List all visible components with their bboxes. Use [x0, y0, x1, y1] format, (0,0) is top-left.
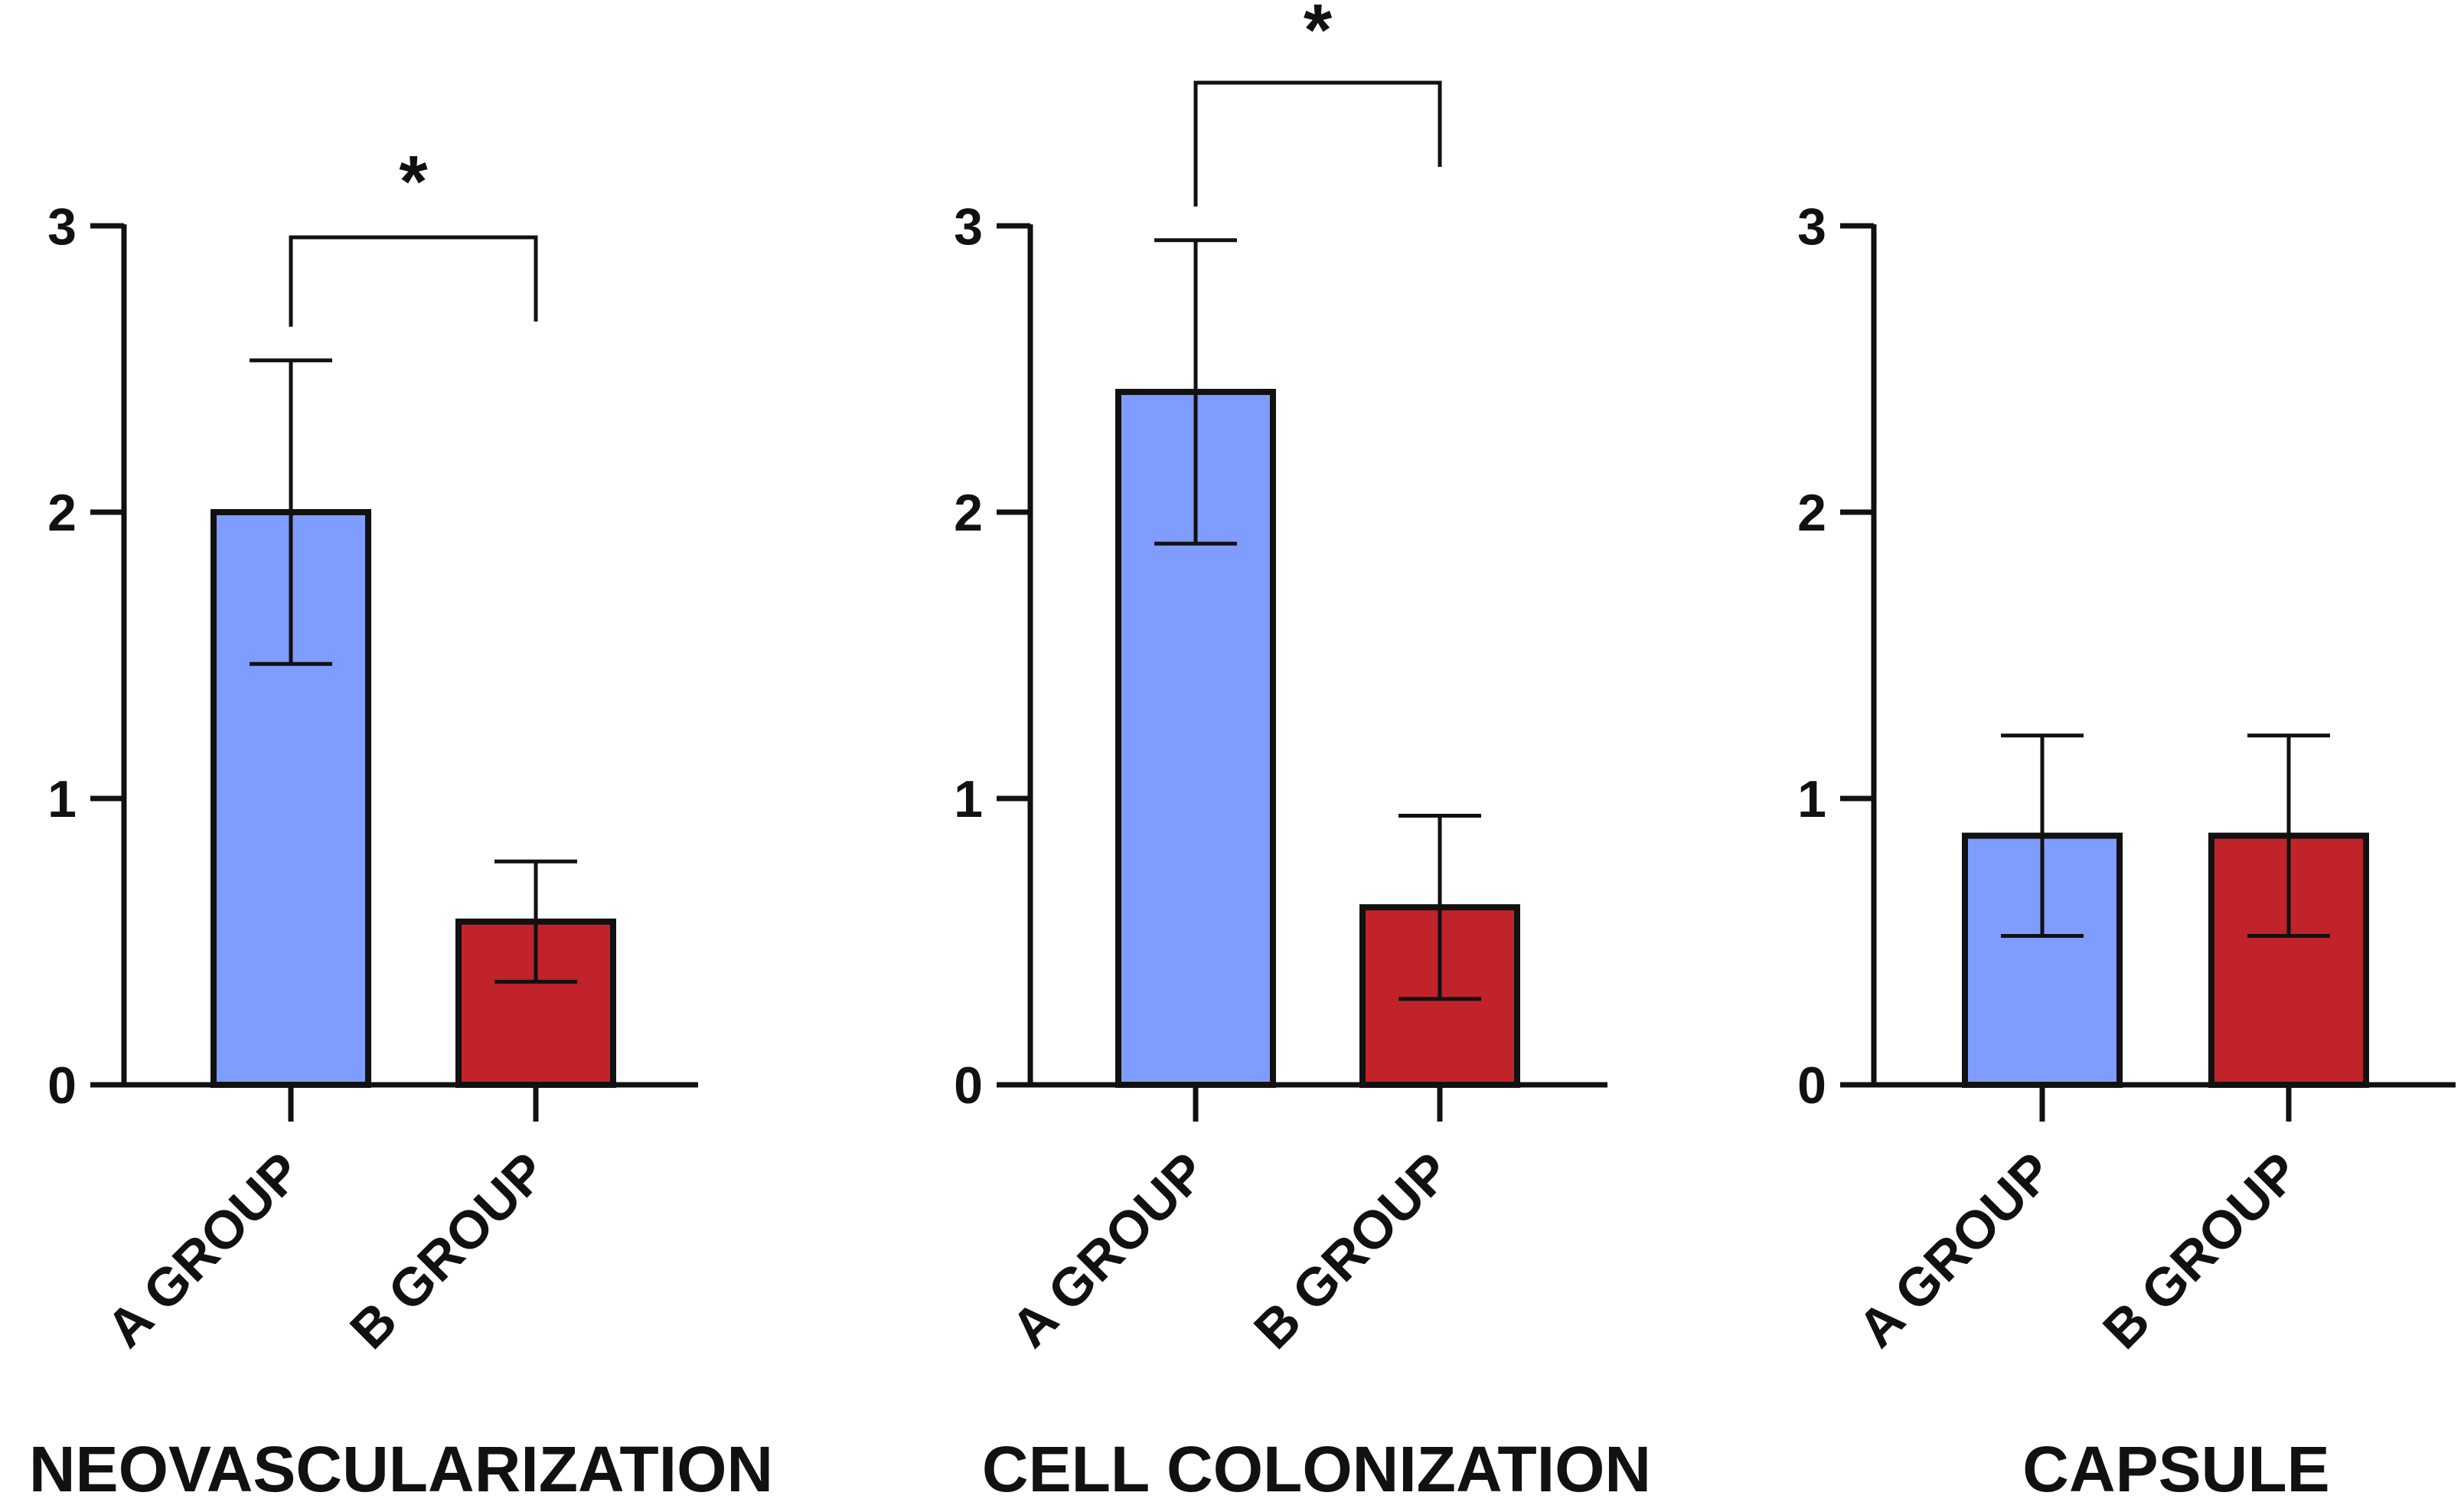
- y-tick-label: 0: [954, 1056, 983, 1115]
- panel-capsule: 0 1 2 3 A GROUP B GROUP CAPSULE: [1797, 198, 2456, 1505]
- y-tick-label: 1: [954, 770, 983, 828]
- panel-title: CELL COLONIZATION: [982, 1433, 1651, 1505]
- significance-bracket: [1193, 80, 1442, 207]
- category-label: A GROUP: [1846, 1141, 2064, 1358]
- category-label: B GROUP: [2091, 1141, 2310, 1360]
- panel-neovascularization: 0 1 2 3 A GROUP B GROUP * NEOVASCULARIZATION: [29, 141, 773, 1505]
- y-tick-label: 2: [1797, 484, 1826, 542]
- y-tick-label: 3: [47, 198, 77, 256]
- y-tick-label: 0: [47, 1056, 77, 1115]
- y-tick-label: 3: [1797, 198, 1826, 256]
- significance-marker: *: [399, 141, 428, 223]
- category-label: B GROUP: [338, 1141, 557, 1360]
- y-tick-label: 0: [1797, 1056, 1826, 1115]
- y-tick-label: 2: [954, 484, 983, 542]
- category-label: B GROUP: [1242, 1141, 1461, 1360]
- panel-title: NEOVASCULARIZATION: [29, 1433, 773, 1505]
- category-label: A GROUP: [95, 1141, 312, 1358]
- panel-cell-colonization: 0 1 2 3 A GROUP B GROUP * CELL COLONIZATION: [954, 0, 1651, 1505]
- significance-marker: *: [1304, 0, 1333, 71]
- y-tick-label: 1: [47, 770, 77, 828]
- y-tick-label: 2: [47, 484, 77, 542]
- category-label: A GROUP: [1000, 1141, 1217, 1358]
- y-tick-label: 1: [1797, 770, 1826, 828]
- panel-title: CAPSULE: [2022, 1433, 2329, 1505]
- significance-bracket: [289, 235, 538, 327]
- y-tick-label: 3: [954, 198, 983, 256]
